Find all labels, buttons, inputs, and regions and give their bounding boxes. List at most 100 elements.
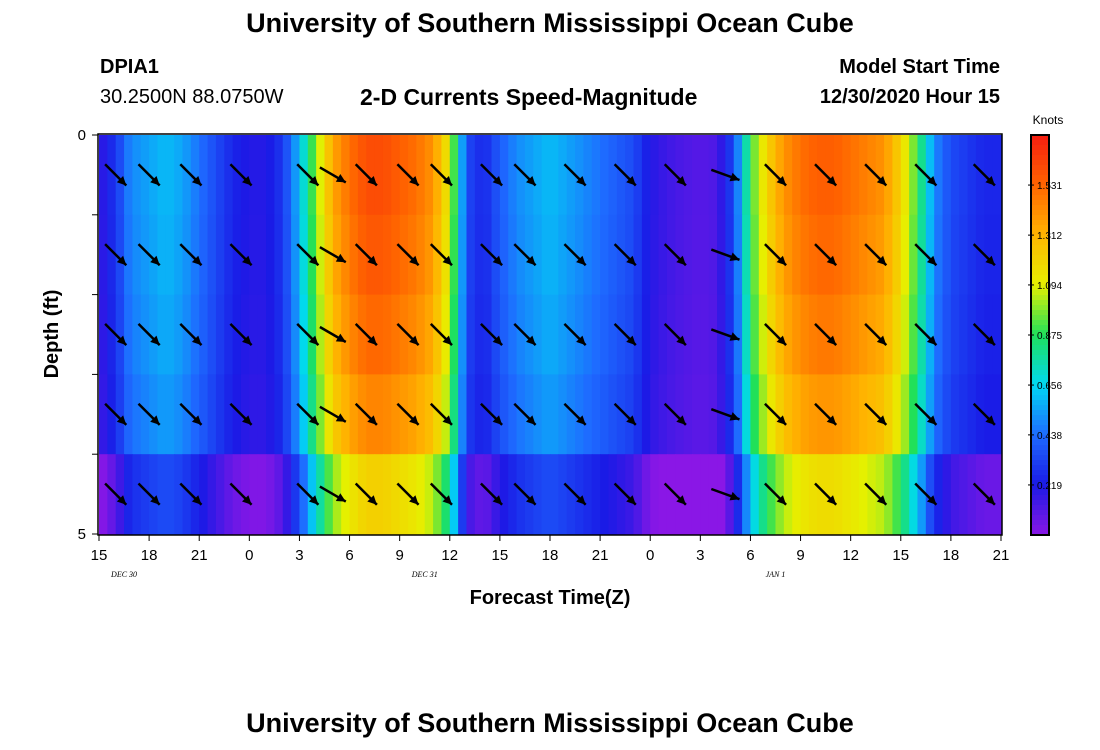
- heatmap-cell: [566, 454, 576, 535]
- heatmap-cell: [124, 454, 134, 535]
- current-arrow: [663, 163, 687, 187]
- heatmap-cell: [124, 374, 134, 455]
- colorbar-segment: [1031, 260, 1049, 266]
- date-label: DEC 30: [110, 570, 137, 579]
- heatmap-cell: [625, 454, 635, 535]
- heatmap-cell: [324, 454, 334, 535]
- heatmap-cell: [859, 374, 868, 455]
- heatmap-cell: [583, 135, 593, 216]
- heatmap-cell: [683, 374, 693, 455]
- x-tick-label: 6: [746, 547, 754, 564]
- heatmap-cell: [149, 294, 159, 375]
- heatmap-cell: [900, 135, 910, 216]
- heatmap-cell: [474, 294, 484, 375]
- x-tick-label: 12: [441, 547, 458, 564]
- colorbar-segment: [1031, 395, 1049, 401]
- heatmap-cell: [950, 214, 960, 296]
- heatmap-cell: [658, 214, 668, 296]
- heatmap-cell: [240, 214, 250, 296]
- heatmap-cell: [917, 214, 927, 296]
- colorbar-segment: [1031, 265, 1049, 271]
- heatmap-cell: [591, 294, 601, 375]
- current-arrow: [613, 482, 637, 506]
- heatmap-cell: [366, 135, 376, 216]
- heatmap-cell: [583, 374, 593, 455]
- heatmap-cell: [666, 454, 676, 535]
- current-arrow: [764, 323, 787, 346]
- heatmap-cell: [884, 135, 894, 216]
- heatmap-cell: [950, 374, 960, 455]
- heatmap-cell: [792, 454, 802, 535]
- colorbar-segment: [1031, 415, 1049, 421]
- heatmap-cell: [466, 135, 476, 216]
- heatmap-cell: [859, 294, 868, 375]
- heatmap-cell: [424, 135, 434, 216]
- heatmap-cell: [349, 135, 359, 216]
- current-arrow: [296, 482, 320, 506]
- heatmap-cell: [825, 214, 835, 296]
- heatmap-cell: [182, 374, 192, 455]
- heatmap-cell: [541, 135, 551, 216]
- heatmap-cell: [266, 454, 275, 535]
- heatmap-cell: [775, 135, 785, 216]
- heatmap-cell: [625, 374, 635, 455]
- heatmap-cell: [775, 374, 785, 455]
- colorbar-tick-label: 1.312: [1037, 231, 1062, 242]
- colorbar-segment: [1031, 495, 1049, 501]
- colorbar-segment: [1031, 500, 1049, 506]
- heatmap-cell: [224, 294, 234, 375]
- heatmap-cell: [800, 135, 810, 216]
- heatmap-cell: [742, 294, 752, 375]
- heatmap-cell: [249, 214, 259, 296]
- heatmap-cell: [449, 135, 459, 216]
- heatmap-cell: [132, 294, 142, 375]
- heatmap-cell: [366, 294, 376, 375]
- heatmap-cell: [708, 454, 718, 535]
- heatmap-cell: [867, 374, 877, 455]
- heatmap-cell: [441, 454, 451, 535]
- colorbar-segment: [1031, 195, 1049, 201]
- heatmap-cell: [975, 454, 985, 535]
- heatmap-cell: [232, 454, 242, 535]
- heatmap-cell: [550, 454, 559, 535]
- heatmap-cell: [909, 374, 919, 455]
- heatmap-cell: [984, 214, 994, 296]
- colorbar-segment: [1031, 215, 1049, 221]
- colorbar-tick-label: 0.438: [1037, 431, 1062, 442]
- heatmap-cell: [984, 294, 994, 375]
- heatmap-cell: [157, 374, 167, 455]
- heatmap-cell: [357, 135, 367, 216]
- heatmap-cell: [132, 135, 142, 216]
- heatmap-cell: [917, 454, 927, 535]
- heatmap-cell: [224, 214, 234, 296]
- heatmap-cell: [483, 214, 493, 296]
- current-arrow: [972, 323, 996, 346]
- heatmap-cell: [215, 294, 225, 375]
- heatmap-cell: [550, 294, 559, 375]
- heatmap-cell: [524, 135, 534, 216]
- heatmap-cell: [382, 374, 392, 455]
- current-arrow: [710, 408, 740, 421]
- heatmap-cell: [708, 374, 718, 455]
- colorbar-segment: [1031, 470, 1049, 476]
- heatmap-cell: [99, 135, 108, 216]
- heatmap-cell: [157, 294, 167, 375]
- heatmap-cell: [875, 135, 885, 216]
- heatmap-cell: [817, 374, 827, 455]
- heatmap-cell: [107, 214, 117, 296]
- heatmap-cell: [207, 135, 217, 216]
- heatmap-cell: [324, 214, 334, 296]
- heatmap-cell: [132, 374, 142, 455]
- heatmap-cell: [675, 135, 685, 216]
- heatmap-cell: [266, 374, 275, 455]
- current-arrow: [429, 402, 453, 426]
- colorbar-segment: [1031, 175, 1049, 181]
- heatmap-cell: [99, 374, 108, 455]
- current-arrow: [104, 482, 128, 506]
- current-arrow: [229, 482, 253, 506]
- x-axis-label: Forecast Time(Z): [470, 587, 631, 609]
- heatmap-cell: [575, 135, 585, 216]
- heatmap-cell: [733, 374, 743, 455]
- current-arrow: [513, 163, 537, 187]
- heatmap-cell: [533, 214, 543, 296]
